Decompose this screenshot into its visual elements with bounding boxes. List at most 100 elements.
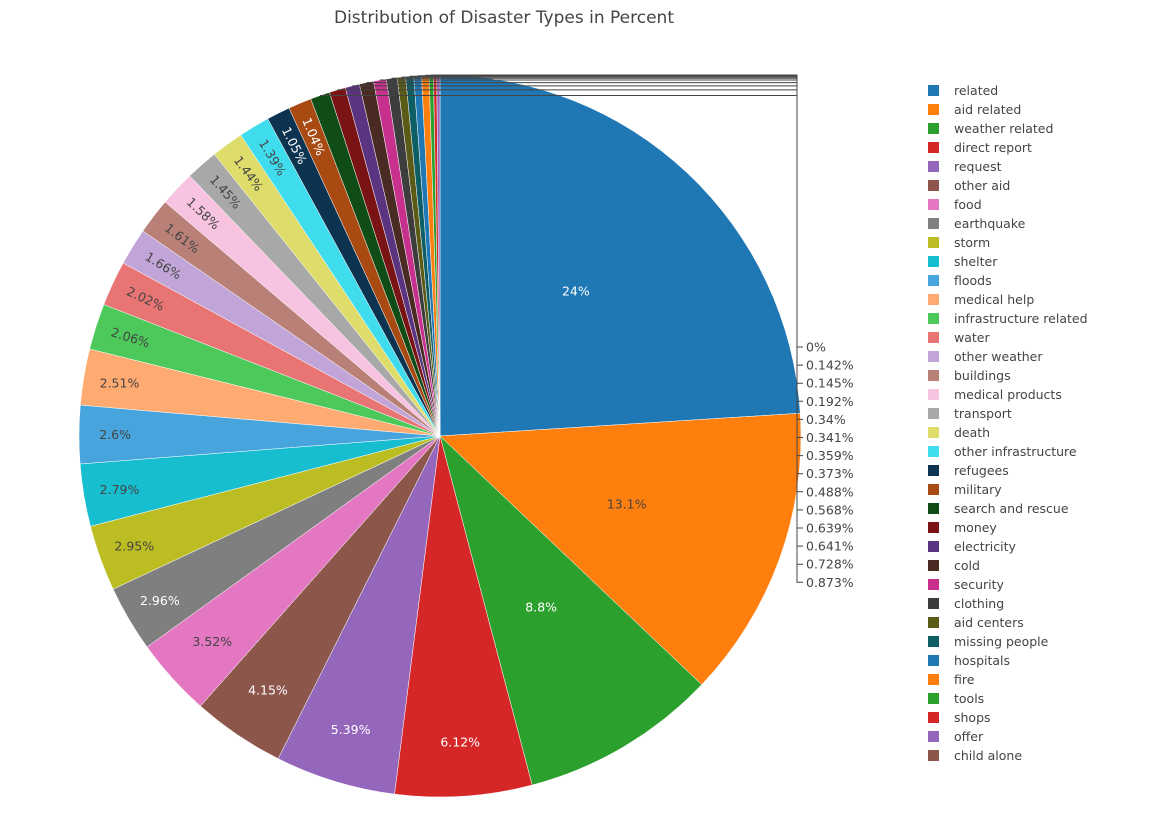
legend-item-refugees[interactable]: refugees (928, 461, 1088, 480)
leader-line-search-and-rescue (320, 95, 803, 583)
legend-item-other-weather[interactable]: other weather (928, 347, 1088, 366)
legend-item-aid-centers[interactable]: aid centers (928, 613, 1088, 632)
pie-label-related: 24% (562, 284, 590, 299)
legend-item-medical-help[interactable]: medical help (928, 290, 1088, 309)
legend-label: aid related (954, 102, 1022, 117)
legend-swatch (928, 617, 939, 628)
legend-swatch (928, 180, 939, 191)
legend-item-search-and-rescue[interactable]: search and rescue (928, 499, 1088, 518)
legend-item-offer[interactable]: offer (928, 727, 1088, 746)
legend-swatch (928, 256, 939, 267)
legend-item-clothing[interactable]: clothing (928, 594, 1088, 613)
pie-slice-aid-related[interactable] (439, 412, 802, 686)
legend-label: earthquake (954, 216, 1026, 231)
legend-item-food[interactable]: food (928, 195, 1088, 214)
legend-label: direct report (954, 140, 1032, 155)
legend-swatch (928, 750, 939, 761)
pie-label-cold: 0.639% (806, 521, 854, 536)
legend-item-earthquake[interactable]: earthquake (928, 214, 1088, 233)
legend-label: other infrastructure (954, 444, 1077, 459)
legend-label: floods (954, 273, 992, 288)
legend-item-aid-related[interactable]: aid related (928, 100, 1088, 119)
legend-item-hospitals[interactable]: hospitals (928, 651, 1088, 670)
legend-item-money[interactable]: money (928, 518, 1088, 537)
legend-label: military (954, 482, 1002, 497)
legend-item-electricity[interactable]: electricity (928, 537, 1088, 556)
pie-label-search-and-rescue: 0.873% (806, 575, 854, 590)
legend-item-shops[interactable]: shops (928, 708, 1088, 727)
legend-swatch (928, 674, 939, 685)
legend-label: fire (954, 672, 975, 687)
legend-item-other-infrastructure[interactable]: other infrastructure (928, 442, 1088, 461)
legend-swatch (928, 351, 939, 362)
legend-label: aid centers (954, 615, 1024, 630)
pie-label-shops: 0.145% (806, 376, 854, 391)
legend-item-fire[interactable]: fire (928, 670, 1088, 689)
legend-item-other-aid[interactable]: other aid (928, 176, 1088, 195)
legend-item-related[interactable]: related (928, 81, 1088, 100)
legend-item-water[interactable]: water (928, 328, 1088, 347)
legend-swatch (928, 85, 939, 96)
legend-item-military[interactable]: military (928, 480, 1088, 499)
legend-swatch (928, 104, 939, 115)
legend-item-infrastructure-related[interactable]: infrastructure related (928, 309, 1088, 328)
legend-swatch (928, 408, 939, 419)
legend-item-buildings[interactable]: buildings (928, 366, 1088, 385)
legend-swatch (928, 199, 939, 210)
legend-label: search and rescue (954, 501, 1069, 516)
legend-item-storm[interactable]: storm (928, 233, 1088, 252)
legend-swatch (928, 636, 939, 647)
legend-label: missing people (954, 634, 1049, 649)
legend-item-tools[interactable]: tools (928, 689, 1088, 708)
legend-item-request[interactable]: request (928, 157, 1088, 176)
pie-label-money: 0.728% (806, 557, 854, 572)
pie-label-storm: 2.95% (114, 539, 154, 554)
legend-label: refugees (954, 463, 1009, 478)
legend-swatch (928, 465, 939, 476)
pie-label-tools: 0.192% (806, 394, 854, 409)
pie-label-aid-centers: 0.373% (806, 466, 854, 481)
legend-label: other weather (954, 349, 1043, 364)
legend-label: child alone (954, 748, 1023, 763)
pie-label-food: 3.52% (192, 634, 232, 649)
legend-label: electricity (954, 539, 1016, 554)
legend-swatch (928, 731, 939, 742)
pie-label-floods: 2.6% (99, 427, 131, 442)
legend-swatch (928, 712, 939, 723)
legend-item-transport[interactable]: transport (928, 404, 1088, 423)
legend-swatch (928, 313, 939, 324)
pie-label-offer: 0.142% (806, 358, 854, 373)
legend-item-child-alone[interactable]: child alone (928, 746, 1088, 765)
legend-label: request (954, 159, 1002, 174)
chart-legend: related aid related weather related direct … (928, 81, 1088, 765)
pie-label-other-aid: 4.15% (248, 683, 288, 698)
legend-swatch (928, 446, 939, 457)
pie-slice-related[interactable] (439, 74, 801, 437)
legend-swatch (928, 693, 939, 704)
legend-label: other aid (954, 178, 1011, 193)
pie-slice-direct-report[interactable] (394, 435, 533, 798)
legend-label: tools (954, 691, 985, 706)
legend-item-cold[interactable]: cold (928, 556, 1088, 575)
legend-item-shelter[interactable]: shelter (928, 252, 1088, 271)
legend-swatch (928, 598, 939, 609)
pie-label-aid-related: 13.1% (607, 496, 647, 511)
legend-item-weather-related[interactable]: weather related (928, 119, 1088, 138)
legend-item-death[interactable]: death (928, 423, 1088, 442)
legend-label: money (954, 520, 997, 535)
legend-swatch (928, 541, 939, 552)
legend-label: death (954, 425, 991, 440)
legend-swatch (928, 161, 939, 172)
legend-label: related (954, 83, 999, 98)
pie-label-medical-help: 2.51% (100, 375, 140, 390)
legend-item-security[interactable]: security (928, 575, 1088, 594)
legend-swatch (928, 218, 939, 229)
legend-item-direct-report[interactable]: direct report (928, 138, 1088, 157)
legend-label: offer (954, 729, 984, 744)
legend-swatch (928, 294, 939, 305)
legend-item-missing-people[interactable]: missing people (928, 632, 1088, 651)
pie-slice-weather-related[interactable] (439, 435, 703, 786)
legend-item-floods[interactable]: floods (928, 271, 1088, 290)
legend-item-medical-products[interactable]: medical products (928, 385, 1088, 404)
